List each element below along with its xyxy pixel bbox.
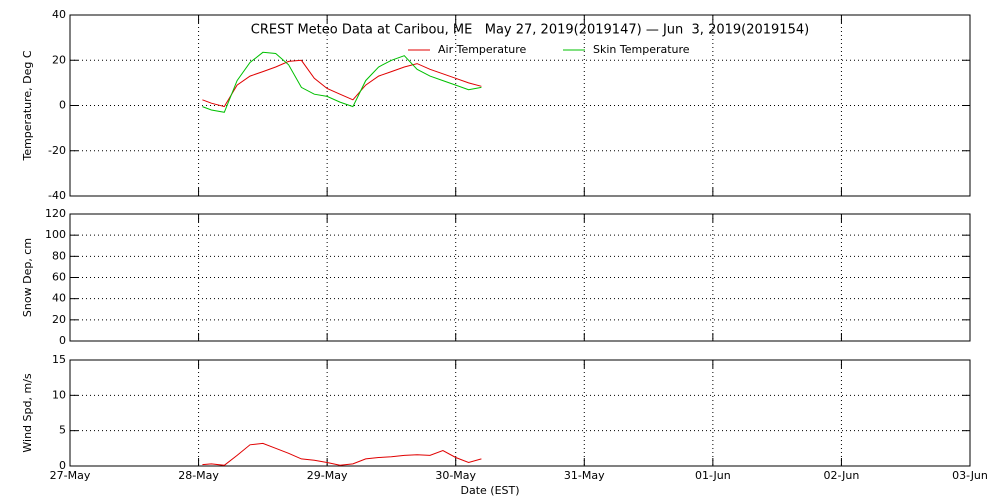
chart-title: CREST Meteo Data at Caribou, ME May 27, …	[251, 23, 809, 38]
x-axis-label: Date (EST)	[460, 484, 519, 497]
y-tick-label: 5	[59, 424, 66, 437]
y-tick-label: 80	[52, 249, 66, 262]
y-tick-label: 120	[45, 207, 66, 220]
y-tick-label: 20	[52, 313, 66, 326]
x-tick-label: 01-Jun	[695, 469, 731, 482]
y-tick-label: -20	[48, 144, 66, 157]
y-tick-label: 0	[59, 99, 66, 112]
data-line	[202, 51, 482, 113]
y-tick-label: 15	[52, 353, 66, 366]
x-tick-label: 30-May	[435, 469, 476, 482]
data-line	[202, 442, 482, 466]
x-tick-label: 31-May	[564, 469, 605, 482]
y-axis-label: Wind Spd, m/s	[21, 373, 34, 453]
x-tick-label: 03-Jun	[952, 469, 988, 482]
y-tick-label: 60	[52, 271, 66, 284]
y-axis-label: Snow Dep, cm	[21, 238, 34, 317]
y-tick-label: 20	[52, 53, 66, 66]
legend-label: Air Temperature	[438, 43, 527, 56]
y-tick-label: 0	[59, 334, 66, 347]
y-axis-label: Temperature, Deg C	[21, 50, 34, 161]
y-tick-label: 100	[45, 228, 66, 241]
y-tick-label: 40	[52, 292, 66, 305]
y-tick-label: 0	[59, 459, 66, 472]
y-tick-label: 10	[52, 388, 66, 401]
y-tick-label: 40	[52, 8, 66, 21]
y-tick-label: -40	[48, 189, 66, 202]
x-tick-label: 29-May	[307, 469, 348, 482]
x-tick-label: 28-May	[178, 469, 219, 482]
x-tick-label: 02-Jun	[824, 469, 860, 482]
legend-label: Skin Temperature	[593, 43, 690, 56]
data-line	[202, 59, 482, 108]
plot-frame	[69, 359, 971, 467]
x-tick-label: 27-May	[50, 469, 91, 482]
